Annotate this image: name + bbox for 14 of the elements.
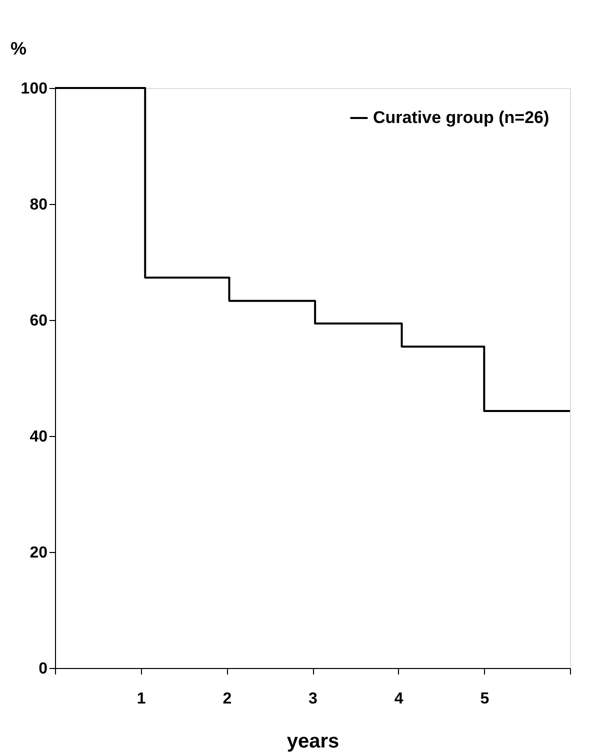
y-axis-title: % xyxy=(10,38,27,58)
x-tick-label: 3 xyxy=(308,690,318,708)
y-tick-label: 100 xyxy=(20,80,48,98)
y-tick-label: 80 xyxy=(30,196,48,214)
legend-label: Curative group (n=26) xyxy=(373,108,550,127)
y-tick-label: 60 xyxy=(30,312,48,330)
x-tick-label: 1 xyxy=(136,690,146,708)
x-tick-label: 4 xyxy=(394,690,404,708)
x-tick-label: 2 xyxy=(222,690,232,708)
x-tick-label: 5 xyxy=(480,690,490,708)
y-tick-label: 0 xyxy=(38,660,48,678)
y-tick-label: 20 xyxy=(30,544,48,562)
x-axis-title: years xyxy=(286,730,340,752)
y-tick-label: 40 xyxy=(30,428,48,446)
